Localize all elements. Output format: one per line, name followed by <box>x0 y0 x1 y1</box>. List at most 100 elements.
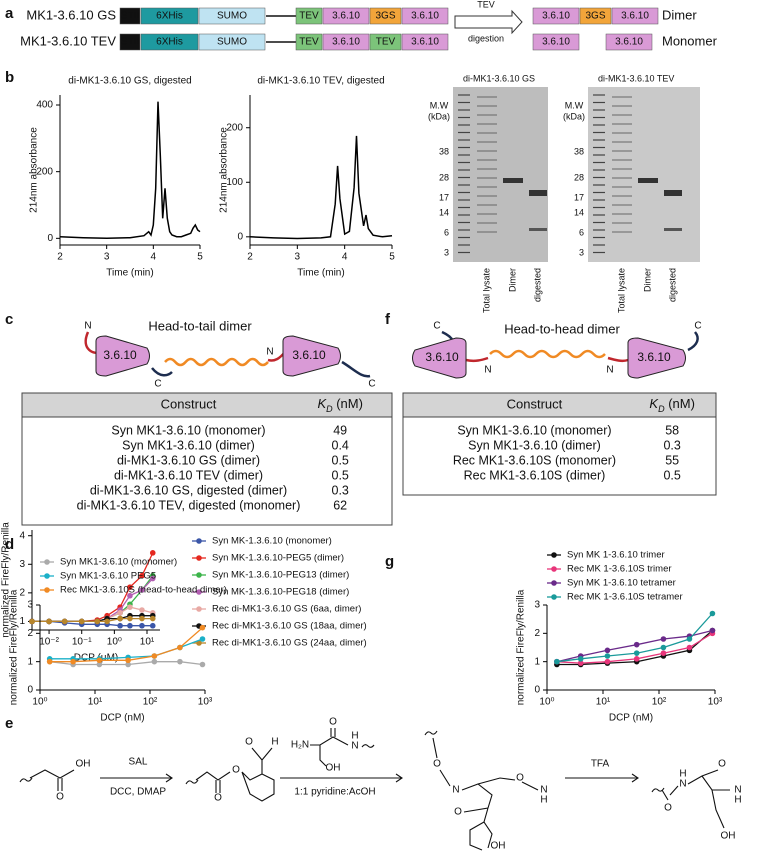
point <box>127 604 133 610</box>
atom: N <box>734 785 741 796</box>
point <box>686 644 693 651</box>
atom: OH <box>721 831 736 842</box>
gel <box>453 87 548 262</box>
part-label: TEV <box>299 11 319 22</box>
gel <box>588 87 700 262</box>
point <box>149 550 156 556</box>
point <box>151 653 158 659</box>
atom: OH <box>326 763 341 774</box>
mw-marker: 28 <box>439 172 449 182</box>
legend-marker <box>551 566 557 572</box>
y-tick-label: 2 <box>534 628 540 639</box>
point <box>633 641 640 648</box>
product-label: 3GS <box>585 11 605 22</box>
atom: O <box>214 793 222 804</box>
legend-label: Rec di-MK1-3.6.10 GS (24aa, dimer) <box>212 638 367 649</box>
part-box <box>295 33 323 51</box>
table-cell: 55 <box>665 453 679 467</box>
chain <box>465 356 489 363</box>
atom: O <box>664 803 672 814</box>
legend-marker <box>196 606 202 612</box>
legend-marker <box>196 572 202 578</box>
y-tick-label: 3 <box>19 559 25 570</box>
part-label: SUMO <box>217 11 247 22</box>
point <box>46 618 52 625</box>
legend-label: Syn MK-1.3.6.10 (monomer) <box>212 536 332 547</box>
x-tick-label: 10⁰ <box>32 697 47 708</box>
panel-label: f <box>385 311 391 328</box>
table-header <box>402 392 717 418</box>
x-tick-label: 3 <box>295 252 301 263</box>
point <box>199 636 206 642</box>
table-cell: 62 <box>333 498 347 512</box>
point <box>554 658 560 665</box>
legend-label: Syn MK 1-3.6.10 tetramer <box>567 578 676 589</box>
lane-label: Dimer <box>642 268 652 292</box>
legend-marker <box>196 538 202 544</box>
dimer-band <box>638 178 658 183</box>
point <box>604 647 611 654</box>
header-cell: Construct <box>507 396 563 411</box>
point <box>104 618 110 625</box>
point <box>46 658 53 665</box>
legend-marker <box>551 580 557 586</box>
part-label: 3.6.10 <box>411 11 439 22</box>
part-box <box>369 33 402 51</box>
point <box>96 661 103 668</box>
terminus: C <box>433 321 440 332</box>
atom: O <box>516 773 524 784</box>
y-tick-label: 1 <box>27 656 33 667</box>
mw-marker: 14 <box>574 207 584 217</box>
series-line <box>32 620 153 627</box>
x-tick-label: 2 <box>57 252 63 263</box>
point <box>139 587 145 593</box>
x-tick-label: 10⁻¹ <box>72 637 92 648</box>
legend-label: Rec di-MK1-3.6.10 GS (6aa, dimer) <box>212 604 361 615</box>
table-cell: Rec MK1-3.6.10S (monomer) <box>453 453 616 467</box>
panel-label: c <box>5 311 13 328</box>
y-tick-label: 100 <box>226 177 243 188</box>
y-tick-label: 0 <box>237 231 243 242</box>
domain <box>282 335 341 377</box>
point <box>577 660 584 666</box>
mw-marker: 28 <box>574 172 584 182</box>
kd-symbol: K <box>317 396 327 411</box>
point <box>29 618 35 625</box>
point <box>151 658 158 665</box>
terminus: N <box>266 347 273 358</box>
legend-marker <box>551 552 557 558</box>
point <box>70 658 76 665</box>
table-cell: di-MK1-3.6.10 TEV, digested (monomer) <box>77 498 301 512</box>
legend-label: Syn MK-1.3.6.10-PEG5 (dimer) <box>212 553 344 564</box>
legend-marker <box>44 559 50 565</box>
header-cell: Construct <box>161 396 217 411</box>
legend-marker <box>44 573 50 579</box>
y-axis-label: normalized FireFly/Renilla <box>9 589 20 705</box>
x-axis-label: Time (min) <box>297 268 344 279</box>
terminus: N <box>606 365 613 376</box>
point <box>61 618 68 625</box>
x-tick-label: 10³ <box>198 697 213 708</box>
product-box <box>579 7 612 25</box>
lane-label: Dimer <box>507 268 517 292</box>
atom: OH <box>491 841 506 851</box>
x-tick-label: 3 <box>104 252 110 263</box>
chart-title: di-MK1-3.6.10 TEV, digested <box>257 76 384 87</box>
point <box>94 618 101 625</box>
reagent: TFA <box>591 759 610 770</box>
y-tick-label: 0 <box>534 685 540 696</box>
point <box>125 661 131 668</box>
y-tick-label: 4 <box>19 530 25 541</box>
x-tick-label: 10⁰ <box>107 637 122 648</box>
x-tick-label: 10¹ <box>140 637 155 648</box>
table-cell: 0.5 <box>332 453 349 467</box>
atom: O <box>56 792 64 803</box>
y-tick-label: 3 <box>27 600 33 611</box>
product-box <box>532 33 580 51</box>
mw-marker: 38 <box>574 146 584 156</box>
y-axis-label: normalized FireFly/Renilla <box>1 522 12 638</box>
header-cell: KD (nM) <box>649 396 695 414</box>
legend-label: Rec MK 1-3.6.10S tetramer <box>567 592 683 603</box>
atom: N <box>679 779 686 790</box>
atom: O <box>329 717 337 728</box>
